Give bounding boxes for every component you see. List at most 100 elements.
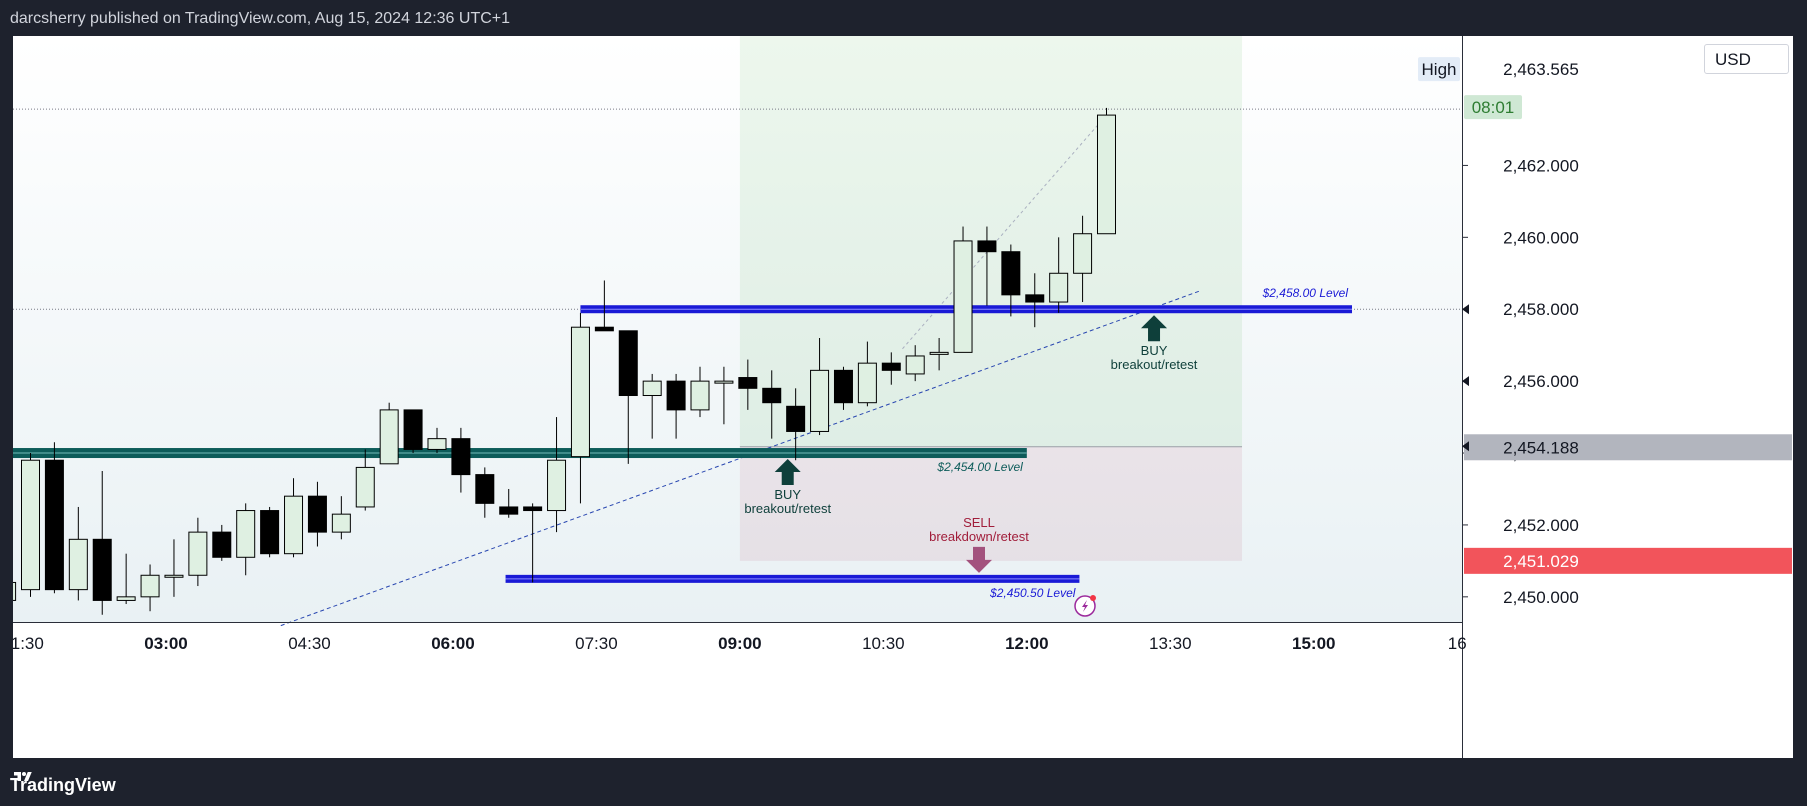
candle-13[interactable] [307,495,327,533]
sell-sublabel: breakdown/retest [929,529,1029,544]
candle-6[interactable] [140,574,160,598]
x-tick-10: 16 [1448,634,1467,653]
candle-7[interactable] [164,574,184,578]
candle-22[interactable] [523,506,543,512]
current-price-value: 2,454.188 [1503,438,1579,457]
candle-46[interactable] [1096,114,1116,235]
trendline[interactable] [280,290,1200,627]
candlestick-chart[interactable]: $2,458.00 Level $2,454.00 Level $2,450.50 … [13,36,1793,758]
candle-15[interactable] [355,466,375,508]
current-price-pointer-icon [1462,441,1469,452]
x-tick-0: 01:30 [13,634,44,653]
candle-25[interactable] [594,326,614,332]
x-tick-7: 12:00 [1005,634,1048,653]
y-tick-4: 2,458.000 [1503,300,1579,319]
buy-label: BUY [1141,343,1168,358]
y-tick-0: 2,450.000 [1503,588,1579,607]
candle-35[interactable] [833,369,853,404]
loss-zone [739,446,1243,561]
candle-29[interactable] [690,380,710,411]
x-tick-8: 13:30 [1149,634,1192,653]
candle-31[interactable] [738,377,758,389]
candle-12[interactable] [284,495,304,555]
candle-44[interactable] [1049,272,1069,303]
candle-33[interactable] [786,405,806,432]
candle-23[interactable] [547,459,567,512]
candle-17[interactable] [403,409,423,450]
alert-icon[interactable] [1074,595,1096,617]
x-tick-2: 04:30 [288,634,331,653]
countdown-label: 08:01 [1472,98,1515,117]
candle-21[interactable] [499,506,519,515]
last-price-value: 2,451.029 [1503,552,1579,571]
candle-4[interactable] [92,538,112,601]
level-label-2: $2,450.50 Level [989,586,1076,600]
y-tick-5: 2,460.000 [1503,228,1579,247]
candle-30[interactable] [714,380,734,384]
candle-1[interactable] [21,459,41,591]
countdown-bg [1464,95,1522,120]
high-price-value: 2,463.565 [1503,60,1579,79]
candle-9[interactable] [212,531,232,558]
tradingview-logo-icon [14,772,32,781]
publish-header: darcsherry published on TradingView.com,… [10,10,511,27]
candle-34[interactable] [810,369,830,432]
level-label-0: $2,458.00 Level [1262,286,1349,300]
x-tick-9: 15:00 [1292,634,1335,653]
x-tick-4: 07:30 [575,634,618,653]
buy-sublabel: breakout/retest [744,501,831,516]
candle-3[interactable] [68,538,88,591]
candle-20[interactable] [475,474,495,504]
y-tick-6: 2,462.000 [1503,156,1579,175]
candle-0[interactable] [13,581,17,601]
chart-area[interactable]: $2,458.00 Level $2,454.00 Level $2,450.50 … [13,36,1793,758]
candle-41[interactable] [977,240,997,253]
candle-8[interactable] [188,531,208,576]
candle-37[interactable] [881,362,901,371]
buy-arrow-icon [1141,315,1168,342]
candle-5[interactable] [116,596,136,601]
x-tick-3: 06:00 [431,634,474,653]
buy-label: BUY [774,487,801,502]
candle-38[interactable] [905,355,925,375]
buy-arrow-icon [774,459,801,486]
candle-36[interactable] [857,362,877,404]
x-tick-1: 03:00 [144,634,187,653]
candle-11[interactable] [260,510,280,555]
tradingview-branding: TradingView [10,770,116,800]
buy-sublabel: breakout/retest [1111,357,1198,372]
x-tick-5: 09:00 [718,634,761,653]
candle-19[interactable] [451,438,471,476]
candle-24[interactable] [570,326,590,458]
projection-line [902,114,1107,350]
high-label: High [1422,60,1457,79]
candle-14[interactable] [331,513,351,533]
x-tick-6: 10:30 [862,634,905,653]
candle-26[interactable] [618,330,638,397]
candle-39[interactable] [929,351,949,355]
candle-27[interactable] [642,380,662,397]
candle-18[interactable] [427,438,447,450]
sell-label: SELL [963,515,995,530]
candle-45[interactable] [1073,233,1093,274]
candle-43[interactable] [1025,294,1045,303]
candle-42[interactable] [1001,251,1021,296]
y-tick-3: 2,456.000 [1503,372,1579,391]
axis-pointer-icon-1 [1462,376,1469,387]
candle-28[interactable] [666,380,686,411]
candle-10[interactable] [236,510,256,558]
high-label-bg [1418,57,1460,82]
current-price-bg [1464,434,1792,461]
brand-name: TradingView [10,775,116,795]
candle-40[interactable] [953,240,973,353]
candle-16[interactable] [379,409,399,465]
axis-pointer-icon-0 [1462,304,1469,315]
last-price-bg [1464,547,1792,574]
candle-2[interactable] [44,459,64,591]
currency-selector[interactable]: USD [1704,44,1789,74]
sell-arrow-icon [966,546,992,573]
candle-32[interactable] [762,387,782,404]
